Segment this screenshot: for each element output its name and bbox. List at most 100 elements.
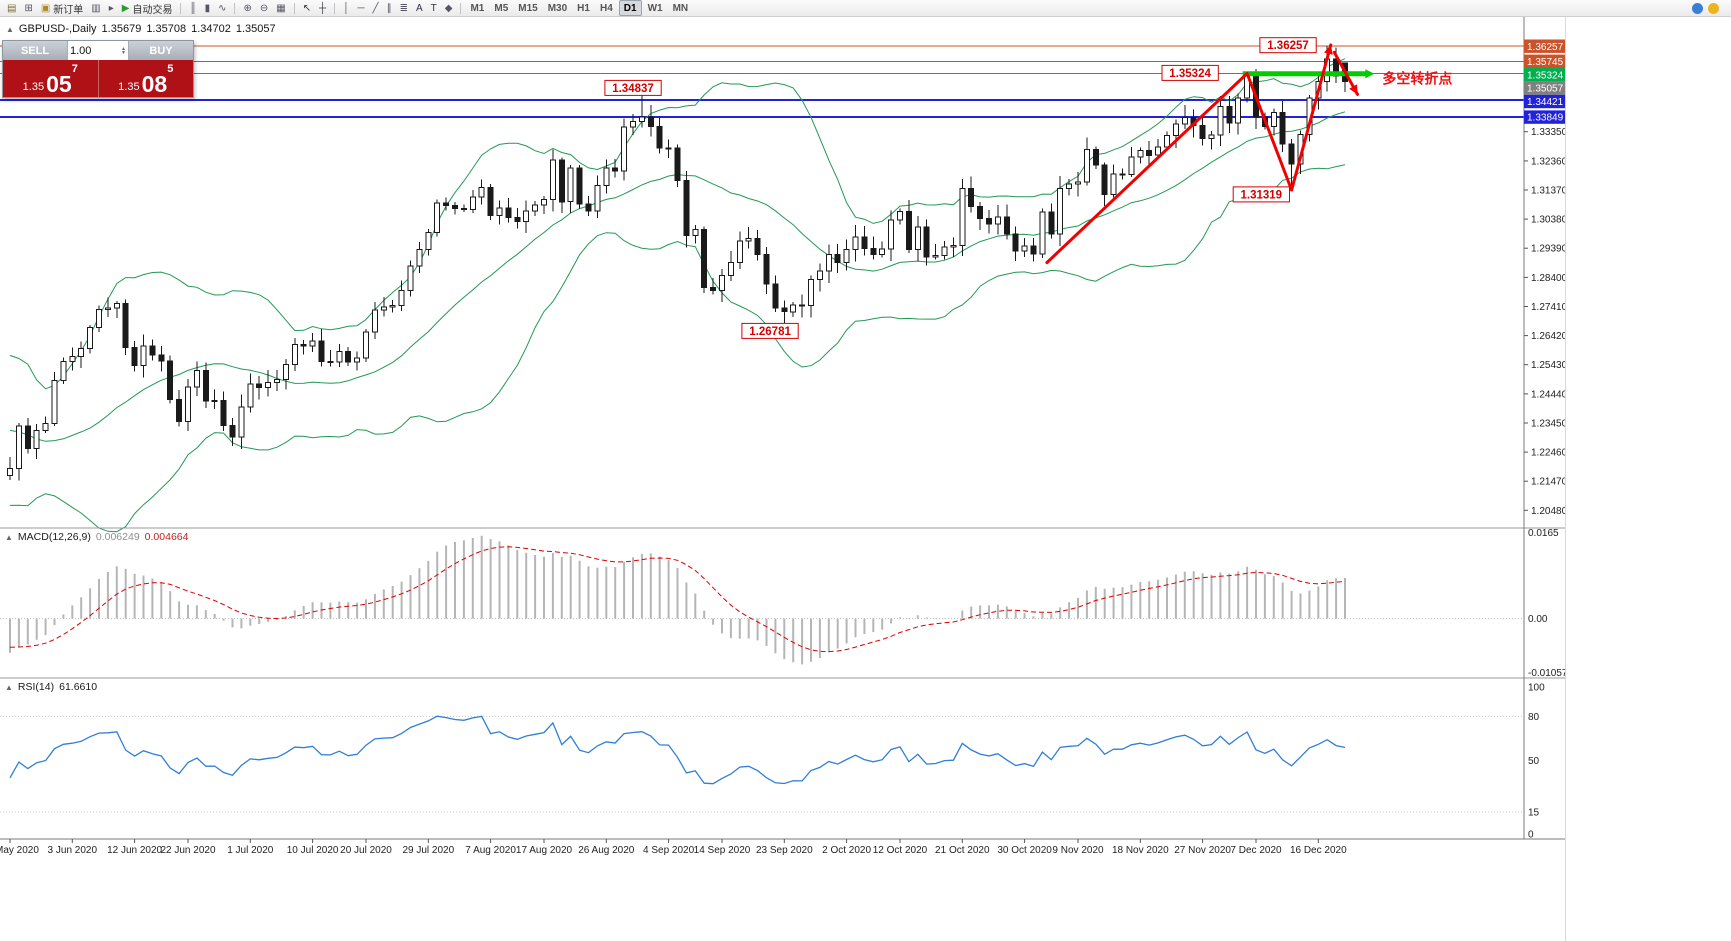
svg-text:1.33849: 1.33849	[1527, 113, 1564, 124]
timeframe-m30[interactable]: M30	[547, 2, 568, 14]
bid-price[interactable]: 1.35 05 7	[3, 60, 99, 97]
pane-separators	[0, 17, 1565, 840]
svg-text:100: 100	[1528, 683, 1545, 694]
tile-windows-icon[interactable]: ▦	[276, 2, 286, 14]
zoom-in-icon[interactable]: ⊕	[243, 2, 252, 14]
ohlc-high: 1.35708	[146, 23, 187, 35]
timeframe-w1[interactable]: W1	[647, 2, 663, 14]
svg-text:18 Nov 2020: 18 Nov 2020	[1112, 845, 1169, 856]
notification-yellow-icon[interactable]	[1708, 3, 1719, 14]
chart-symbol: GBPUSD-,Daily	[18, 23, 97, 35]
toolbar-separator	[334, 2, 336, 14]
timeframe-mn[interactable]: MN	[672, 2, 689, 14]
trend-lines[interactable]	[1045, 43, 1375, 265]
channel-icon[interactable]: ∥	[386, 2, 392, 14]
chart-collapse-icon[interactable]: ▲	[6, 24, 14, 34]
svg-text:7 Dec 2020: 7 Dec 2020	[1230, 845, 1282, 856]
bid-pips: 05	[46, 71, 72, 97]
new-order-button-label: 新订单	[53, 4, 84, 16]
toolbar-separator	[460, 2, 462, 14]
volume-spinner[interactable]: ▲ ▼	[121, 45, 126, 56]
spinner-down-icon[interactable]: ▼	[121, 49, 126, 56]
text-icon[interactable]: A	[415, 2, 423, 14]
sound-icon[interactable]: ▸	[108, 2, 114, 14]
timeframe-h4[interactable]: H4	[599, 2, 613, 14]
market-watch-icon[interactable]: ▤	[7, 2, 17, 14]
crosshair-icon[interactable]: ┼	[319, 2, 327, 14]
rsi-header: ▲ RSI(14) 61.6610	[5, 681, 97, 693]
new-order-button-icon: ▣	[40, 2, 51, 14]
volume-field[interactable]: 1.00 ▲ ▼	[67, 41, 129, 60]
shapes-icon[interactable]: ◆	[444, 2, 453, 14]
svg-text:1.30380: 1.30380	[1531, 215, 1565, 226]
chart-zoom-icon[interactable]: ⊞	[24, 2, 33, 14]
bid-point: 7	[71, 63, 78, 75]
autotrading-button-label: 自动交易	[132, 4, 173, 16]
cursor-icon[interactable]: ↖	[302, 2, 312, 14]
line-chart-icon[interactable]: ∿	[218, 2, 227, 14]
vertical-line-icon[interactable]: │	[343, 2, 350, 14]
chart-canvas[interactable]: 1.34837 1.26781 1.35324 1.36257 1.31319 多空转折点…	[0, 17, 1565, 856]
svg-text:1.23450: 1.23450	[1531, 419, 1565, 430]
svg-text:26 Aug 2020: 26 Aug 2020	[578, 845, 635, 856]
macd-label: MACD(12,26,9)	[17, 531, 91, 543]
svg-text:12 Jun 2020: 12 Jun 2020	[107, 845, 162, 856]
svg-text:0.00: 0.00	[1528, 614, 1548, 625]
bar-chart-icon[interactable]: ║	[189, 2, 197, 14]
chart-window-icon[interactable]: ▥	[91, 2, 101, 14]
svg-text:15: 15	[1528, 808, 1540, 819]
zoom-out-icon[interactable]: ⊖	[259, 2, 269, 14]
candlestick-chart-icon[interactable]: ▮	[204, 2, 211, 14]
ohlc-open: 1.35679	[101, 23, 142, 35]
label-icon[interactable]: T	[430, 2, 437, 14]
svg-text:0.0165: 0.0165	[1528, 528, 1559, 539]
rsi-value: 61.6610	[59, 681, 98, 693]
horizontal-line-icon[interactable]: ─	[357, 2, 365, 14]
autotrading-button[interactable]: ▶ 自动交易	[119, 1, 176, 16]
svg-text:20 Jul 2020: 20 Jul 2020	[340, 845, 392, 856]
svg-text:29 Jul 2020: 29 Jul 2020	[402, 845, 454, 856]
buy-button[interactable]: BUY	[129, 41, 193, 60]
workspace-background	[1565, 17, 1731, 941]
svg-text:0: 0	[1528, 830, 1534, 841]
macd-collapse-icon[interactable]: ▲	[5, 532, 13, 542]
svg-text:12 Oct 2020: 12 Oct 2020	[873, 845, 928, 856]
svg-text:1.35324: 1.35324	[1169, 68, 1211, 80]
svg-text:50: 50	[1528, 756, 1540, 767]
svg-text:4 Sep 2020: 4 Sep 2020	[643, 845, 695, 856]
ohlc-low: 1.34702	[191, 23, 231, 35]
svg-text:1.29390: 1.29390	[1531, 244, 1565, 255]
macd-header: ▲ MACD(12,26,9) 0.006249 0.004664	[5, 531, 188, 543]
svg-text:30 Oct 2020: 30 Oct 2020	[997, 845, 1052, 856]
svg-text:1.21470: 1.21470	[1531, 477, 1565, 488]
svg-text:1.35057: 1.35057	[1527, 84, 1564, 95]
price-annotations[interactable]: 1.34837 1.26781 1.35324 1.36257 1.31319 多空转折点	[604, 37, 1453, 339]
ask-price[interactable]: 1.35 08 5	[99, 60, 194, 97]
timeframe-h1[interactable]: H1	[577, 2, 590, 14]
svg-text:7 Aug 2020: 7 Aug 2020	[465, 845, 516, 856]
notification-blue-icon[interactable]	[1692, 3, 1703, 14]
spinner-up-icon[interactable]: ▲	[121, 45, 126, 52]
new-order-button[interactable]: ▣ 新订单	[38, 1, 86, 16]
svg-text:27 Nov 2020: 27 Nov 2020	[1174, 845, 1231, 856]
bollinger-bands	[9, 58, 1346, 533]
chart-title: ▲ GBPUSD-,Daily 1.35679 1.35708 1.34702 …	[6, 23, 276, 35]
rsi-collapse-icon[interactable]: ▲	[5, 682, 13, 692]
bid-integer: 1.35	[22, 81, 45, 93]
timeframe-m1[interactable]: M1	[470, 2, 485, 14]
timeframe-m15[interactable]: M15	[518, 2, 538, 14]
sell-button[interactable]: SELL	[3, 41, 67, 60]
svg-text:3 Jun 2020: 3 Jun 2020	[48, 845, 98, 856]
trendline-icon[interactable]: ╱	[372, 2, 379, 14]
level-lines[interactable]	[0, 45, 1524, 119]
svg-text:1.20480: 1.20480	[1531, 506, 1565, 517]
svg-text:1 Jul 2020: 1 Jul 2020	[227, 845, 274, 856]
timeframe-m5[interactable]: M5	[494, 2, 509, 14]
price-scale[interactable]: 1.33350 1.32360 1.31370 1.30380 1.29390 1.284…	[1524, 39, 1565, 517]
fibonacci-icon[interactable]: ≣	[399, 2, 408, 14]
ohlc-close: 1.35057	[235, 23, 276, 35]
svg-text:10 Jul 2020: 10 Jul 2020	[287, 845, 339, 856]
timeframe-d1[interactable]: D1	[618, 0, 642, 16]
